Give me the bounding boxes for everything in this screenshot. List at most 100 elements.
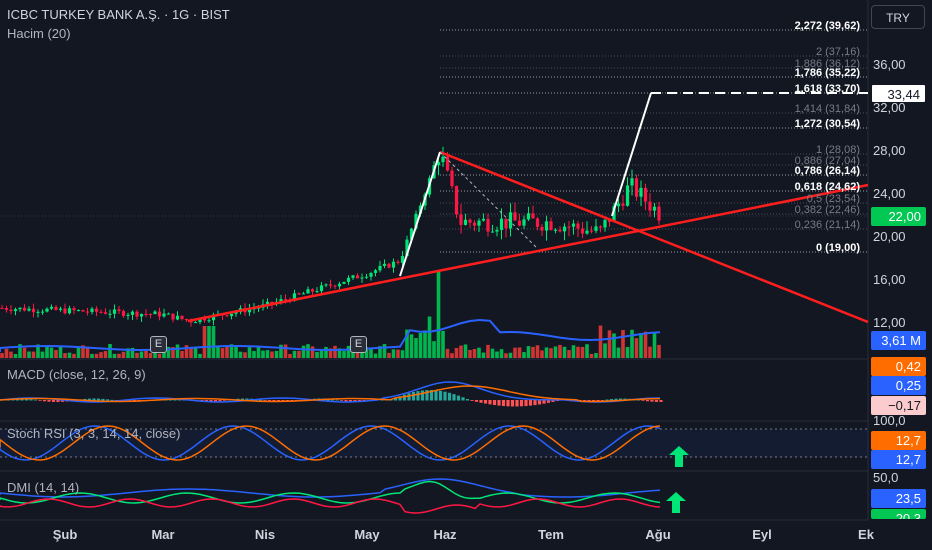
candle-body <box>94 308 99 312</box>
macd-line-badge: 0,25 <box>871 376 926 395</box>
price-axis-label: 16,00 <box>873 272 906 287</box>
candle-body <box>612 206 616 222</box>
stoch-k-badge: 12,7 <box>871 431 926 450</box>
macd-histogram-bar <box>429 390 434 401</box>
candle-body <box>441 156 445 163</box>
volume-bar <box>315 351 319 358</box>
volume-bar <box>594 353 598 358</box>
candle-body <box>207 320 211 322</box>
volume-bar <box>198 353 202 358</box>
macd-histogram-bar <box>510 400 515 407</box>
candle-body <box>99 311 103 313</box>
candle-body <box>144 313 148 315</box>
volume-bar <box>477 347 481 358</box>
candle-body <box>202 318 207 321</box>
macd-histogram-bar <box>497 400 501 406</box>
macd-histogram-bar <box>258 399 263 401</box>
volume-bar <box>270 351 274 358</box>
macd-histogram-bar <box>339 400 344 401</box>
volume-bar <box>81 345 85 358</box>
candle-body <box>535 218 540 227</box>
candle-body <box>364 276 369 278</box>
macd-histogram-bar <box>87 398 92 401</box>
candle-body <box>22 307 27 311</box>
macd-histogram-bar <box>524 400 528 407</box>
time-axis-label: Ağu <box>645 527 671 542</box>
currency-button[interactable]: TRY <box>871 5 925 29</box>
macd-histogram-bar <box>605 399 609 401</box>
macd-histogram-bar <box>60 400 65 402</box>
candle-body <box>499 218 504 230</box>
volume-bar <box>54 350 58 358</box>
price-axis-label: 20,00 <box>873 229 906 244</box>
earnings-badge[interactable]: E <box>350 336 367 353</box>
symbol-title: ICBC TURKEY BANK A.Ş. · 1G · BIST <box>7 7 230 22</box>
volume-bar <box>166 346 171 358</box>
volume-bar <box>459 345 463 358</box>
macd-histogram-bar <box>551 400 555 402</box>
macd-histogram-bar <box>447 392 452 401</box>
stoch-d-badge: 12,7 <box>871 450 926 469</box>
volume-bar <box>423 330 427 358</box>
price-axis-label: 12,00 <box>873 315 906 330</box>
time-axis-label: Tem <box>538 527 564 542</box>
candle-body <box>355 275 360 279</box>
earnings-badge[interactable]: E <box>150 336 167 353</box>
candle-body <box>544 221 549 231</box>
candle-body <box>103 312 108 314</box>
volume-bar <box>148 353 153 358</box>
buy-arrow-icon <box>666 492 686 513</box>
volume-bar <box>639 333 643 358</box>
macd-histogram-badge: 0,42 <box>871 357 926 376</box>
volume-bar <box>207 326 211 358</box>
volume-bar <box>292 350 297 358</box>
macd-histogram-bar <box>501 400 506 407</box>
candle-body <box>580 228 585 234</box>
candle-body <box>648 201 652 211</box>
candle-body <box>45 308 49 312</box>
volume-bar <box>4 348 9 358</box>
price-axis-label: 24,00 <box>873 186 906 201</box>
volume-bar <box>364 347 369 358</box>
candle-body <box>540 226 544 231</box>
candle-body <box>553 229 558 231</box>
volume-bar <box>45 346 49 358</box>
candle-body <box>193 322 198 324</box>
macd-histogram-bar <box>614 398 618 401</box>
volume-bar <box>616 347 621 358</box>
time-axis-label: Eyl <box>752 527 772 542</box>
candle-body <box>589 230 594 232</box>
macd-histogram-bar <box>420 390 425 401</box>
macd-histogram-bar <box>51 400 56 402</box>
volume-bar <box>513 347 517 358</box>
macd-histogram-bar <box>438 390 443 401</box>
fib-level-label: 1,414 (31,84) <box>794 103 860 115</box>
candle-body <box>504 218 508 229</box>
candle-body <box>81 310 85 312</box>
fib-level-label: 0 (19,00) <box>815 242 860 254</box>
macd-histogram-bar <box>596 400 600 402</box>
volume-bar <box>373 353 378 358</box>
volume-bar <box>576 346 580 358</box>
fib-level-label: 0,5 (23,54) <box>806 193 860 205</box>
macd-histogram-bar <box>461 397 465 401</box>
volume-bar <box>558 344 562 358</box>
resistance-trendline <box>439 150 869 324</box>
candle-body <box>333 285 337 287</box>
macd-histogram-bar <box>542 400 546 404</box>
support-trendline <box>187 183 869 323</box>
volume-bar <box>535 345 540 358</box>
volume-bar <box>175 344 180 358</box>
macd-histogram-bar <box>519 400 524 407</box>
macd-histogram-bar <box>96 398 101 401</box>
volume-bar <box>234 345 238 358</box>
volume-bar <box>252 351 256 358</box>
volume-bar <box>418 332 423 358</box>
candle-body <box>85 311 90 313</box>
candle-body <box>139 313 144 317</box>
candle-body <box>477 220 481 226</box>
macd-histogram-bar <box>488 400 492 405</box>
macd-histogram-bar <box>348 400 353 402</box>
candle-body <box>346 277 351 282</box>
